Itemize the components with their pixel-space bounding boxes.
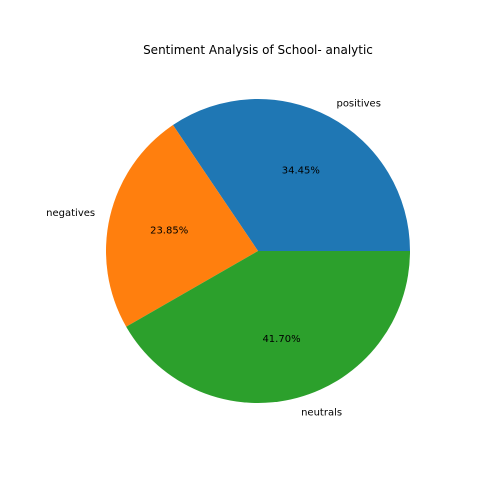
pie-slices xyxy=(106,98,410,403)
pie-slice-negatives xyxy=(106,125,259,327)
slice-label-negatives: negatives xyxy=(46,208,95,219)
pct-label-neutrals: 41.70% xyxy=(262,334,300,345)
slice-label-positives: positives xyxy=(336,98,380,109)
pct-label-positives: 34.45% xyxy=(282,165,320,176)
pie-slice-neutrals xyxy=(126,251,410,403)
pie-labels: positives 34.45% negatives 23.85% neutrals 41… xyxy=(46,98,381,418)
chart-title: Sentiment Analysis of School- analytic xyxy=(143,43,373,57)
pie-slice-positives xyxy=(172,98,410,251)
pct-label-negatives: 23.85% xyxy=(150,225,188,236)
slice-label-neutrals: neutrals xyxy=(301,408,342,419)
